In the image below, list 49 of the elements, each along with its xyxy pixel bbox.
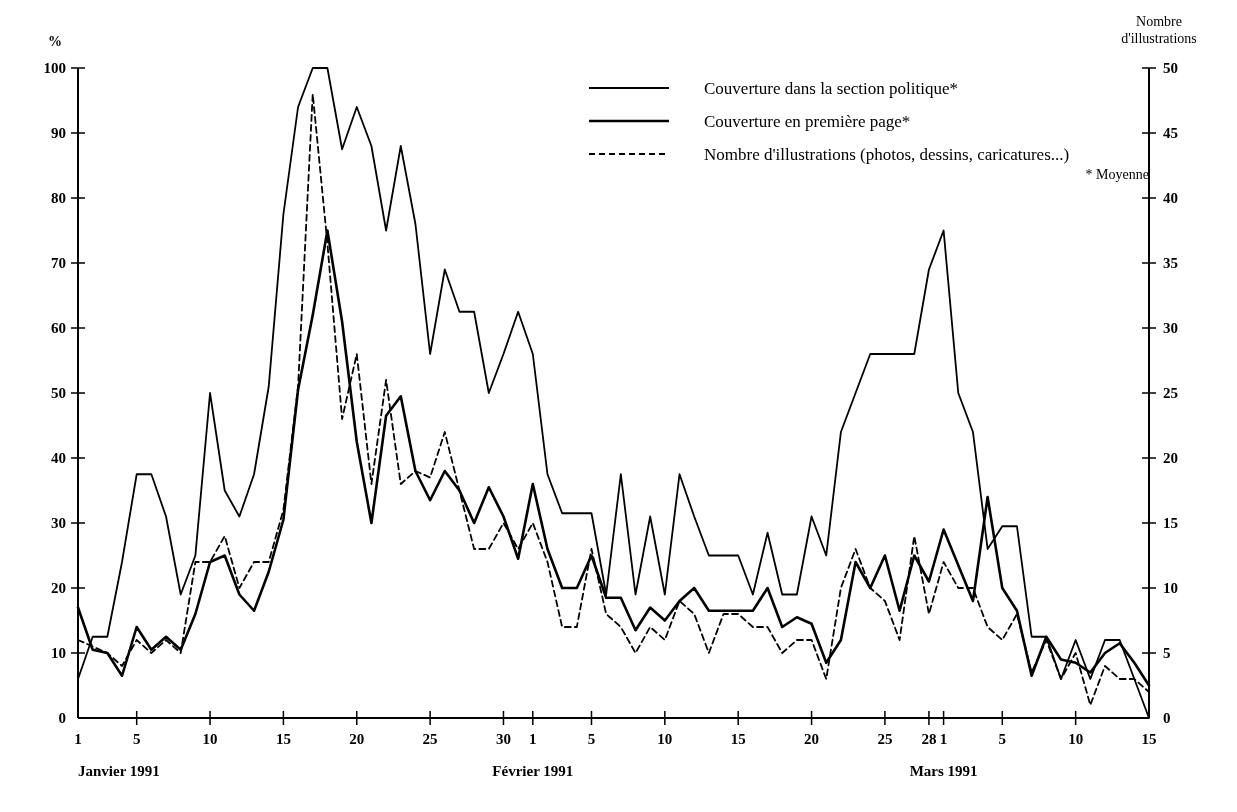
y2-axis-title: Nombre d'illustrations (1121, 14, 1197, 46)
y-tick-label: 20 (51, 580, 66, 597)
y2-tick-label: 0 (1163, 710, 1171, 727)
y2-tick-label: 5 (1163, 645, 1171, 662)
y-tick-label: 60 (51, 320, 66, 337)
y2-tick-label: 15 (1163, 515, 1178, 532)
x-tick-label: 5 (132, 731, 141, 747)
x-tick-label: 15 (275, 731, 291, 747)
y2-tick-label: 25 (1163, 385, 1178, 402)
text: Janvier 1991 (78, 763, 160, 779)
x-tick-label: 1 (939, 731, 948, 747)
y-tick-label: 40 (51, 450, 66, 467)
legend-label: Nombre d'illustrations (photos, dessins, caricatures...) (704, 144, 1070, 164)
y-tick-label: 10 (51, 645, 66, 662)
y2-tick-label: 45 (1163, 125, 1178, 142)
y2-tick-label: 10 (1163, 580, 1178, 597)
x-tick-label: 5 (587, 731, 596, 747)
y-tick-label: 80 (51, 190, 66, 207)
x-tick-label: 28 (921, 731, 937, 747)
x-tick-label: 25 (877, 731, 893, 747)
y-tick-label: 0 (58, 710, 66, 727)
y2-tick-label: 30 (1163, 320, 1178, 337)
x-tick-label: 10 (202, 731, 218, 747)
y-tick-label: 50 (51, 385, 66, 402)
y-tick-label: 100 (43, 60, 66, 77)
x-tick-label: 1 (529, 731, 537, 747)
x-tick-label: 25 (422, 731, 438, 747)
x-tick-label: 20 (349, 731, 365, 747)
x-tick-label: 30 (495, 731, 511, 747)
y2-tick-label: 50 (1163, 60, 1178, 77)
y2-tick-label: 35 (1163, 255, 1178, 272)
x-tick-label: 15 (1141, 731, 1157, 747)
y-tick-label: 30 (51, 515, 66, 532)
y-tick-label: 70 (51, 255, 66, 272)
x-tick-label: 15 (730, 731, 746, 747)
text: Mars 1991 (909, 763, 978, 779)
x-tick-label: 5 (998, 731, 1007, 747)
x-tick-label: 20 (804, 731, 820, 747)
x-tick-label: 1 (74, 731, 82, 747)
y2-tick-label: 20 (1163, 450, 1178, 467)
x-tick-label: 10 (657, 731, 673, 747)
legend-label: Couverture dans la section politique* (704, 78, 958, 98)
x-tick-label: 10 (1068, 731, 1084, 747)
y2-tick-label: 40 (1163, 190, 1178, 207)
y-axis-title: % (48, 34, 62, 49)
y-tick-label: 90 (51, 125, 66, 142)
legend-label: Couverture en première page* (704, 111, 911, 131)
annotation: * Moyenne (1085, 167, 1149, 182)
text: Février 1991 (492, 763, 574, 779)
